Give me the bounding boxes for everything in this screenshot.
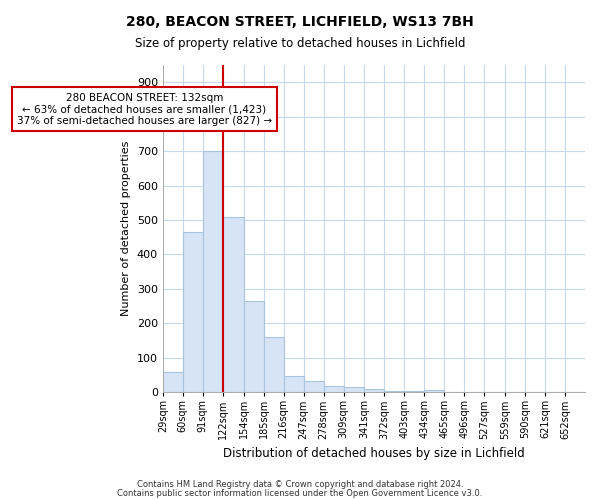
Text: Size of property relative to detached houses in Lichfield: Size of property relative to detached ho…	[135, 38, 465, 51]
Bar	[404, 391, 424, 392]
Text: Contains HM Land Registry data © Crown copyright and database right 2024.: Contains HM Land Registry data © Crown c…	[137, 480, 463, 489]
Bar	[304, 381, 323, 392]
Bar	[223, 216, 244, 392]
Bar	[263, 337, 284, 392]
Bar	[424, 390, 444, 392]
Bar	[323, 386, 344, 392]
X-axis label: Distribution of detached houses by size in Lichfield: Distribution of detached houses by size …	[223, 447, 525, 460]
Text: 280 BEACON STREET: 132sqm
← 63% of detached houses are smaller (1,423)
37% of se: 280 BEACON STREET: 132sqm ← 63% of detac…	[17, 92, 272, 126]
Bar	[203, 151, 223, 392]
Bar	[364, 390, 384, 392]
Bar	[244, 301, 263, 392]
Bar	[183, 232, 203, 392]
Bar	[344, 388, 364, 392]
Y-axis label: Number of detached properties: Number of detached properties	[121, 141, 131, 316]
Bar	[163, 372, 183, 392]
Bar	[284, 376, 304, 392]
Text: Contains public sector information licensed under the Open Government Licence v3: Contains public sector information licen…	[118, 488, 482, 498]
Bar	[384, 391, 404, 392]
Text: 280, BEACON STREET, LICHFIELD, WS13 7BH: 280, BEACON STREET, LICHFIELD, WS13 7BH	[126, 15, 474, 29]
